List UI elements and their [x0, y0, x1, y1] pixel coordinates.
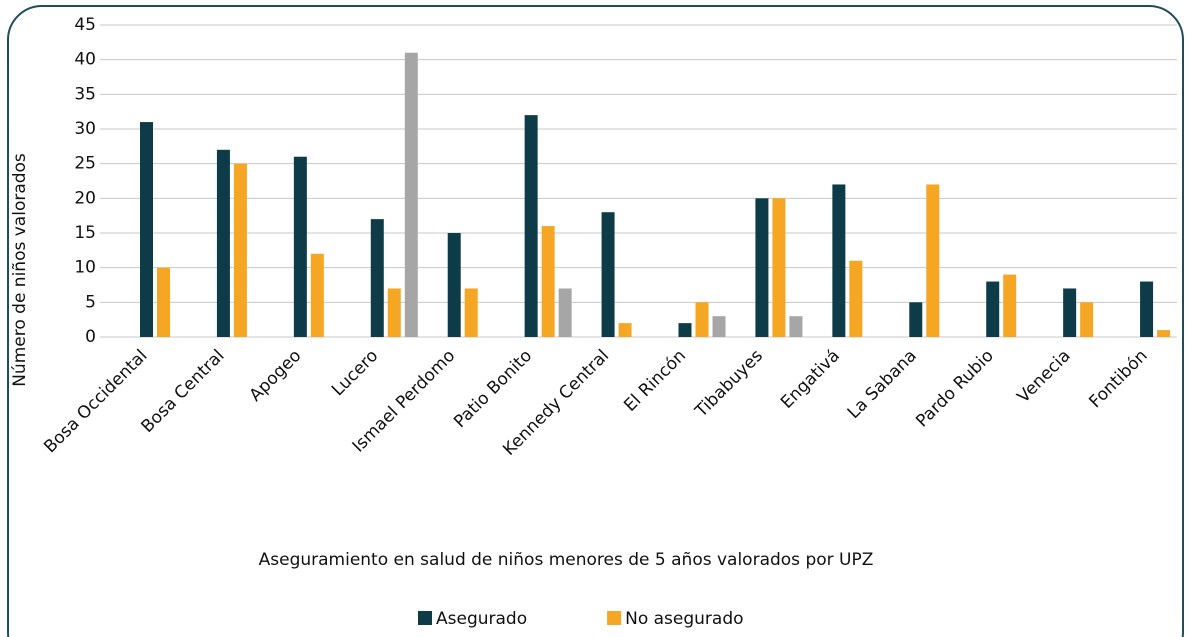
bar [1063, 288, 1077, 337]
bar [541, 226, 555, 337]
bar [464, 288, 478, 337]
bar [370, 219, 384, 337]
y-tick-label: 40 [74, 50, 96, 70]
bar [404, 52, 418, 337]
bar [618, 323, 632, 337]
bar [1080, 302, 1094, 337]
x-tick-label: Apogeo [246, 346, 306, 406]
frame [7, 5, 1184, 637]
x-tick-label: Fontibón [1085, 346, 1151, 412]
x-tick-label: Engativá [777, 346, 844, 413]
bar [772, 198, 786, 337]
x-tick-label: Tibabuyes [691, 346, 767, 422]
bar [986, 281, 1000, 337]
bar [157, 267, 170, 337]
y-tick-label: 30 [74, 119, 96, 139]
y-tick-label: 5 [85, 292, 96, 312]
bar [926, 184, 940, 337]
x-tick-label: Bosa Occidental [40, 346, 151, 457]
chart-title: Aseguramiento en salud de niños menores … [259, 550, 874, 570]
bar [293, 156, 307, 337]
legend-label: Asegurado [436, 609, 527, 629]
bar [558, 288, 572, 337]
bar [524, 115, 538, 337]
bar [216, 149, 230, 337]
y-axis-title: Número de niños valorados [10, 153, 30, 387]
bar [849, 260, 863, 337]
y-tick-label: 35 [74, 84, 96, 104]
x-tick-label: Patio Bonito [450, 346, 536, 432]
bar [601, 212, 615, 337]
bar [832, 184, 846, 337]
x-tick-label: La Sabana [844, 346, 921, 423]
x-tick-label: El Rincón [620, 346, 690, 416]
bar [789, 316, 803, 337]
y-tick-label: 45 [74, 15, 96, 35]
bar [755, 198, 769, 337]
bar [678, 323, 692, 337]
bar [387, 288, 401, 337]
y-tick-label: 0 [85, 327, 96, 347]
x-tick-label: Lucero [328, 346, 382, 400]
x-tick-label: Bosa Central [138, 346, 229, 437]
y-tick-label: 20 [74, 188, 96, 208]
bar [695, 302, 709, 337]
legend-swatch [418, 611, 432, 625]
legend-swatch [607, 611, 622, 625]
y-tick-label: 15 [74, 223, 96, 243]
y-tick-label: 25 [74, 154, 96, 174]
bar [233, 163, 247, 337]
bar [1157, 330, 1171, 337]
bar [1140, 281, 1154, 337]
bar [140, 122, 153, 337]
x-tick-label: Pardo Rubio [912, 346, 998, 432]
y-tick-label: 10 [74, 258, 96, 278]
bar [712, 316, 726, 337]
bar [1003, 274, 1017, 337]
legend-label: No asegurado [625, 609, 743, 629]
bar [447, 233, 461, 337]
bar [310, 253, 324, 337]
x-tick-label: Venecia [1014, 346, 1075, 407]
bar [909, 302, 923, 337]
